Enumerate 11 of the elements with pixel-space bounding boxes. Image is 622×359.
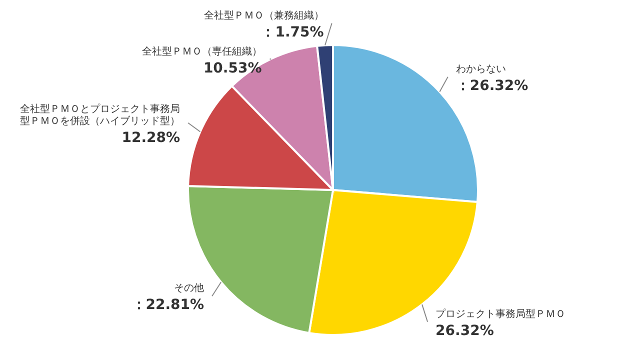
data-label: 26.32% bbox=[436, 322, 494, 339]
slice-label: その他 bbox=[174, 282, 204, 294]
data-label: 12.28% bbox=[122, 130, 180, 146]
data-label: ：22.81% bbox=[132, 297, 204, 314]
slice-label: 全社型ＰＭＯ（兼務組織） bbox=[204, 9, 324, 22]
data-label: ：26.32% bbox=[456, 78, 528, 94]
slice-label: わからない bbox=[456, 64, 506, 75]
slice-label: 全社型ＰＭＯ（専任組織） bbox=[142, 45, 262, 58]
slice-label: 全社型ＰＭＯとプロジェクト事務局型ＰＭＯを併設（ハイブリッド型） bbox=[20, 102, 180, 127]
slice-label: プロジェクト事務局型ＰＭＯ bbox=[436, 308, 566, 320]
data-label: ：1.75% bbox=[261, 24, 324, 40]
